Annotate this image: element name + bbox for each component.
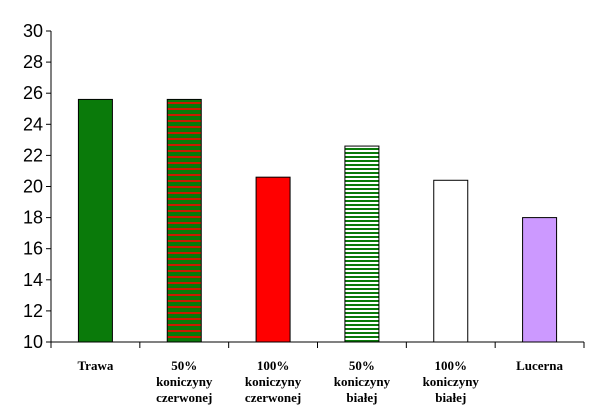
y-tick-label: 22: [23, 145, 43, 165]
y-tick-label: 18: [23, 208, 43, 228]
x-category-label-line: białej: [346, 390, 377, 405]
x-category-label-line: 100%: [257, 358, 290, 373]
bar: [255, 176, 291, 343]
x-category-label: Lucerna: [516, 358, 563, 373]
y-tick-label: 10: [23, 332, 43, 352]
x-category-label-line: koniczyny: [334, 374, 391, 389]
x-category-label-line: koniczyny: [156, 374, 213, 389]
x-category-label: Trawa: [77, 358, 113, 373]
x-category-label-line: czerwonej: [245, 390, 301, 405]
bar: [77, 98, 113, 343]
x-category-label-line: białej: [435, 390, 466, 405]
x-category-label-line: koniczyny: [245, 374, 302, 389]
x-category-label-line: 100%: [435, 358, 468, 373]
x-category-label: 100% koniczyny czerwonej: [245, 358, 302, 405]
x-category-label-line: 50%: [171, 358, 197, 373]
x-axis: [50, 341, 585, 348]
x-category-label-line: czerwonej: [156, 390, 212, 405]
x-category-label-line: 50%: [349, 358, 375, 373]
bars: [77, 98, 558, 343]
y-tick-label: 26: [23, 83, 43, 103]
x-category-label: 50% koniczyny białej: [334, 358, 391, 405]
x-category-label-line: Lucerna: [516, 358, 563, 373]
y-tick-label: 16: [23, 239, 43, 259]
x-category-label-line: Trawa: [77, 358, 113, 373]
bar: [433, 179, 469, 343]
y-tick-label: 24: [23, 114, 43, 134]
bar: [344, 145, 380, 343]
y-tick-label: 28: [23, 52, 43, 72]
x-category-label: 100% koniczyny białej: [423, 358, 480, 405]
y-tick-label: 14: [23, 270, 43, 290]
x-category-label: 50% koniczyny czerwonej: [156, 358, 213, 405]
bar: [522, 217, 558, 343]
y-tick-label: 12: [23, 301, 43, 321]
bar: [166, 98, 202, 343]
x-category-label-line: koniczyny: [423, 374, 480, 389]
y-axis: 10 12 14 16 18 20 22 24 26 28 30: [23, 21, 52, 352]
y-tick-label: 30: [23, 21, 43, 41]
y-tick-label: 20: [23, 177, 43, 197]
